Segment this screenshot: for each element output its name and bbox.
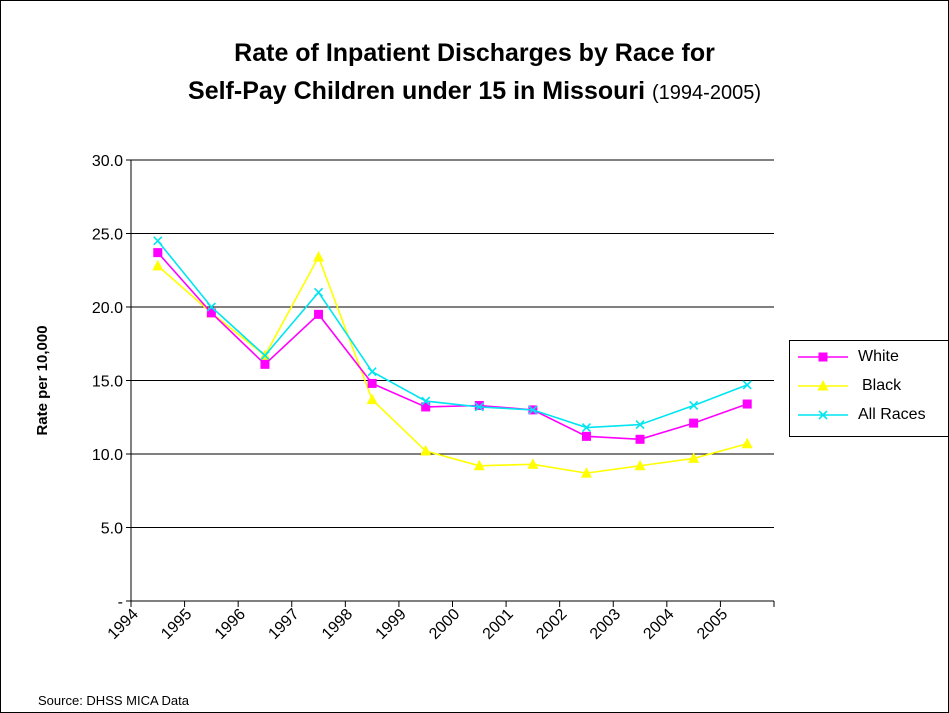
legend-swatch-marker <box>817 380 829 391</box>
series-line-black <box>157 255 748 474</box>
data-point-white <box>581 431 591 441</box>
data-point-all-races <box>206 302 216 312</box>
x-tick-label: 2004 <box>640 606 677 643</box>
legend-label-white: White <box>858 348 899 365</box>
legend-item-all-races: All Races <box>796 405 946 425</box>
data-point-white <box>742 399 752 409</box>
data-point-white <box>153 248 163 258</box>
legend-item-black: Black <box>796 376 946 396</box>
series-layer <box>152 236 753 478</box>
tick-labels: - 5.0 10.0 15.0 20.0 25.0 30.0 1994 1995 1996 1997… <box>34 153 731 643</box>
data-point-all-races <box>528 405 538 415</box>
data-point-all-races <box>635 420 645 430</box>
y-tick-label: 15.0 <box>92 374 123 391</box>
data-point-white <box>635 434 645 444</box>
y-tick-label: 25.0 <box>92 227 123 244</box>
data-point-white <box>367 378 377 388</box>
x-marker-stroke <box>689 400 699 411</box>
legend-item-white: White <box>796 347 946 367</box>
y-tick-label: 20.0 <box>92 300 123 317</box>
grid-lines <box>131 159 774 528</box>
x-marker-stroke <box>818 410 828 420</box>
data-point-black <box>527 458 539 469</box>
legend-swatch-marker <box>818 410 828 420</box>
x-marker-stroke <box>421 396 431 406</box>
y-axis-title: Rate per 10,000 <box>34 325 51 435</box>
x-marker-stroke <box>528 405 538 415</box>
legend-swatch-black <box>798 380 848 391</box>
data-point-black <box>420 445 432 456</box>
data-point-white <box>260 359 270 369</box>
x-marker-stroke <box>367 367 377 377</box>
series-line-all-races <box>157 240 748 429</box>
data-point-black <box>473 459 485 471</box>
legend-swatch-white <box>798 352 848 362</box>
data-point-all-races <box>367 367 377 377</box>
x-marker-stroke <box>474 402 484 412</box>
data-point-white <box>474 400 484 410</box>
data-point-black <box>634 459 646 471</box>
data-point-white <box>314 309 324 319</box>
y-tick-label: 30.0 <box>92 153 123 170</box>
x-tick-label: 2003 <box>587 606 624 643</box>
x-marker-stroke <box>635 420 645 430</box>
data-point-black <box>688 452 700 463</box>
legend: White Black All Races <box>789 340 949 437</box>
data-point-all-races <box>260 350 270 361</box>
source-note: Source: DHSS MICA Data <box>38 693 189 708</box>
y-tick-label: 10.0 <box>92 447 123 464</box>
data-point-black <box>313 251 325 262</box>
x-tick-label: 1998 <box>319 606 356 643</box>
y-tick-label: - <box>118 594 123 611</box>
x-tick-label: 2000 <box>426 606 463 643</box>
legend-swatch-all-races <box>798 410 848 420</box>
series-line-white <box>157 252 748 441</box>
data-point-all-races <box>689 400 699 411</box>
chart-title: Rate of Inpatient Discharges by Race for… <box>0 34 949 112</box>
x-tick-label: 1995 <box>158 606 195 643</box>
y-tick-label: 5.0 <box>101 521 123 538</box>
legend-swatch-marker <box>818 352 828 362</box>
chart-title-main-text: Self-Pay Children under 15 in Missouri <box>188 77 646 105</box>
data-point-white <box>689 418 699 428</box>
x-marker-stroke <box>742 380 752 390</box>
x-tick-label: 2005 <box>694 606 731 643</box>
legend-label-all-races: All Races <box>858 406 926 423</box>
data-point-white <box>206 308 216 318</box>
x-marker-stroke <box>206 302 216 312</box>
x-tick-label: 2001 <box>480 606 517 643</box>
x-marker-stroke <box>313 287 324 297</box>
x-tick-label: 1996 <box>212 606 249 643</box>
data-point-black <box>366 393 378 405</box>
chart-title-line2: Self-Pay Children under 15 in Missouri (… <box>0 72 949 112</box>
data-point-white <box>421 402 431 412</box>
data-point-black <box>580 467 592 478</box>
chart-title-line1: Rate of Inpatient Discharges by Race for <box>234 39 715 67</box>
x-marker-stroke <box>581 422 592 433</box>
data-point-all-races <box>474 402 484 412</box>
data-point-all-races <box>421 396 431 406</box>
x-tick-label: 2002 <box>533 606 570 643</box>
x-tick-label: 1999 <box>373 606 410 643</box>
data-point-black <box>741 437 753 449</box>
data-point-all-races <box>313 287 324 297</box>
x-tick-label: 1997 <box>265 606 302 643</box>
x-tick-label: 1994 <box>105 606 142 643</box>
data-point-all-races <box>742 380 752 390</box>
x-marker-stroke <box>153 236 163 246</box>
axes <box>126 159 775 607</box>
data-point-black <box>152 259 164 271</box>
x-marker-stroke <box>260 350 270 361</box>
legend-label-black: Black <box>862 377 902 394</box>
data-point-all-races <box>581 422 592 433</box>
chart-title-range: (1994-2005) <box>652 82 761 104</box>
data-point-all-races <box>153 236 163 246</box>
